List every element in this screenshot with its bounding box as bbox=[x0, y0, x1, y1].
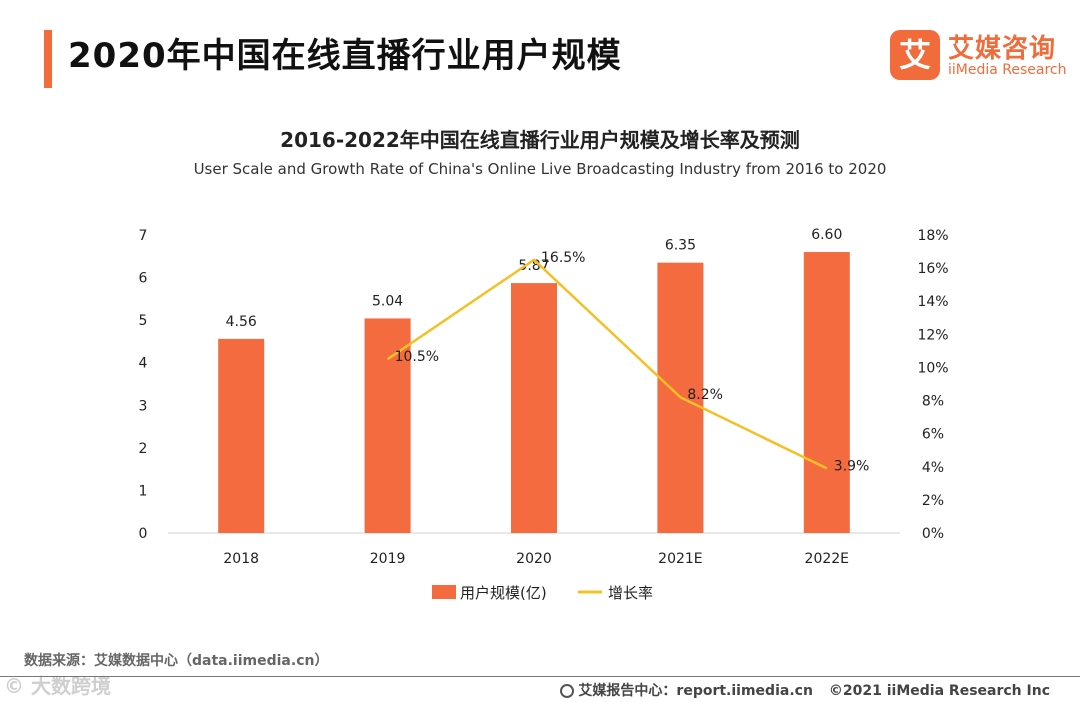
brand-name-en: iiMedia Research bbox=[948, 62, 1067, 78]
globe-icon bbox=[560, 684, 575, 698]
growth-rate-label: 10.5% bbox=[395, 349, 439, 365]
page-title: 2020年中国在线直播行业用户规模 bbox=[68, 36, 622, 76]
y-right-tick-label: 10% bbox=[917, 360, 948, 376]
y-left-tick-label: 1 bbox=[139, 483, 148, 499]
bar-2020 bbox=[511, 283, 557, 533]
bar-value-label: 6.60 bbox=[811, 227, 842, 243]
y-right-tick-label: 2% bbox=[922, 493, 944, 509]
y-left-tick-label: 0 bbox=[139, 526, 148, 542]
growth-rate-label: 8.2% bbox=[687, 387, 723, 403]
y-right-tick-label: 8% bbox=[922, 394, 944, 410]
y-left-tick-label: 7 bbox=[139, 228, 148, 244]
footer-divider bbox=[0, 676, 1080, 677]
y-right-tick-label: 6% bbox=[922, 427, 944, 443]
footer-copyright: ©2021 iiMedia Research Inc bbox=[828, 683, 1050, 699]
growth-rate-line bbox=[386, 258, 828, 470]
title-accent-bar bbox=[44, 30, 52, 88]
y-right-tick-label: 18% bbox=[917, 228, 948, 244]
bar-value-label: 6.35 bbox=[665, 238, 696, 254]
y-right-tick-label: 14% bbox=[917, 294, 948, 310]
bar-2019 bbox=[364, 318, 411, 533]
footer-report-center: 艾媒报告中心：report.iimedia.cn bbox=[578, 683, 813, 699]
x-tick-label: 2022E bbox=[805, 551, 849, 567]
data-source-note: 数据来源：艾媒数据中心（data.iimedia.cn） bbox=[24, 653, 329, 669]
brand-logo-icon: 艾 bbox=[890, 30, 940, 80]
y-right-tick-label: 0% bbox=[922, 526, 944, 542]
brand-logo-block: 艾 艾媒咨询 iiMedia Research bbox=[890, 30, 1067, 82]
y-left-tick-label: 4 bbox=[139, 356, 148, 372]
footer: 艾媒报告中心：report.iimedia.cn ©2021 iiMedia Re… bbox=[560, 680, 1050, 700]
y-left-tick-label: 5 bbox=[139, 313, 148, 329]
bar-2018 bbox=[218, 338, 265, 533]
x-tick-label: 2021E bbox=[658, 551, 702, 567]
x-tick-label: 2020 bbox=[516, 551, 552, 567]
bar-value-label: 4.56 bbox=[226, 314, 257, 330]
chart-subtitle: User Scale and Growth Rate of China's On… bbox=[193, 160, 887, 178]
chart-title: 2016-2022年中国在线直播行业用户规模及增长率及预测 bbox=[280, 128, 800, 152]
x-tick-label: 2018 bbox=[223, 551, 259, 567]
bar-value-label: 5.04 bbox=[372, 293, 403, 309]
bar-value-label: 5.87 bbox=[518, 258, 549, 274]
y-right-tick-label: 16% bbox=[917, 261, 948, 277]
growth-rate-label: 3.9% bbox=[834, 458, 870, 474]
y-right-tick-label: 12% bbox=[917, 327, 948, 343]
x-tick-label: 2019 bbox=[370, 551, 406, 567]
y-left-tick-label: 6 bbox=[139, 271, 148, 287]
y-left-tick-label: 2 bbox=[139, 441, 148, 457]
legend-swatch-bar bbox=[432, 585, 456, 599]
brand-name-cn: 艾媒咨询 bbox=[948, 34, 1057, 64]
y-right-tick-label: 4% bbox=[922, 460, 944, 476]
bar-2022e bbox=[803, 252, 850, 533]
growth-rate-label: 16.5% bbox=[541, 250, 585, 266]
watermark: © 大数跨境 bbox=[4, 674, 111, 698]
legend-label-line: 增长率 bbox=[608, 584, 653, 602]
legend-label-bar: 用户规模(亿) bbox=[460, 584, 547, 602]
y-left-tick-label: 3 bbox=[139, 398, 148, 414]
